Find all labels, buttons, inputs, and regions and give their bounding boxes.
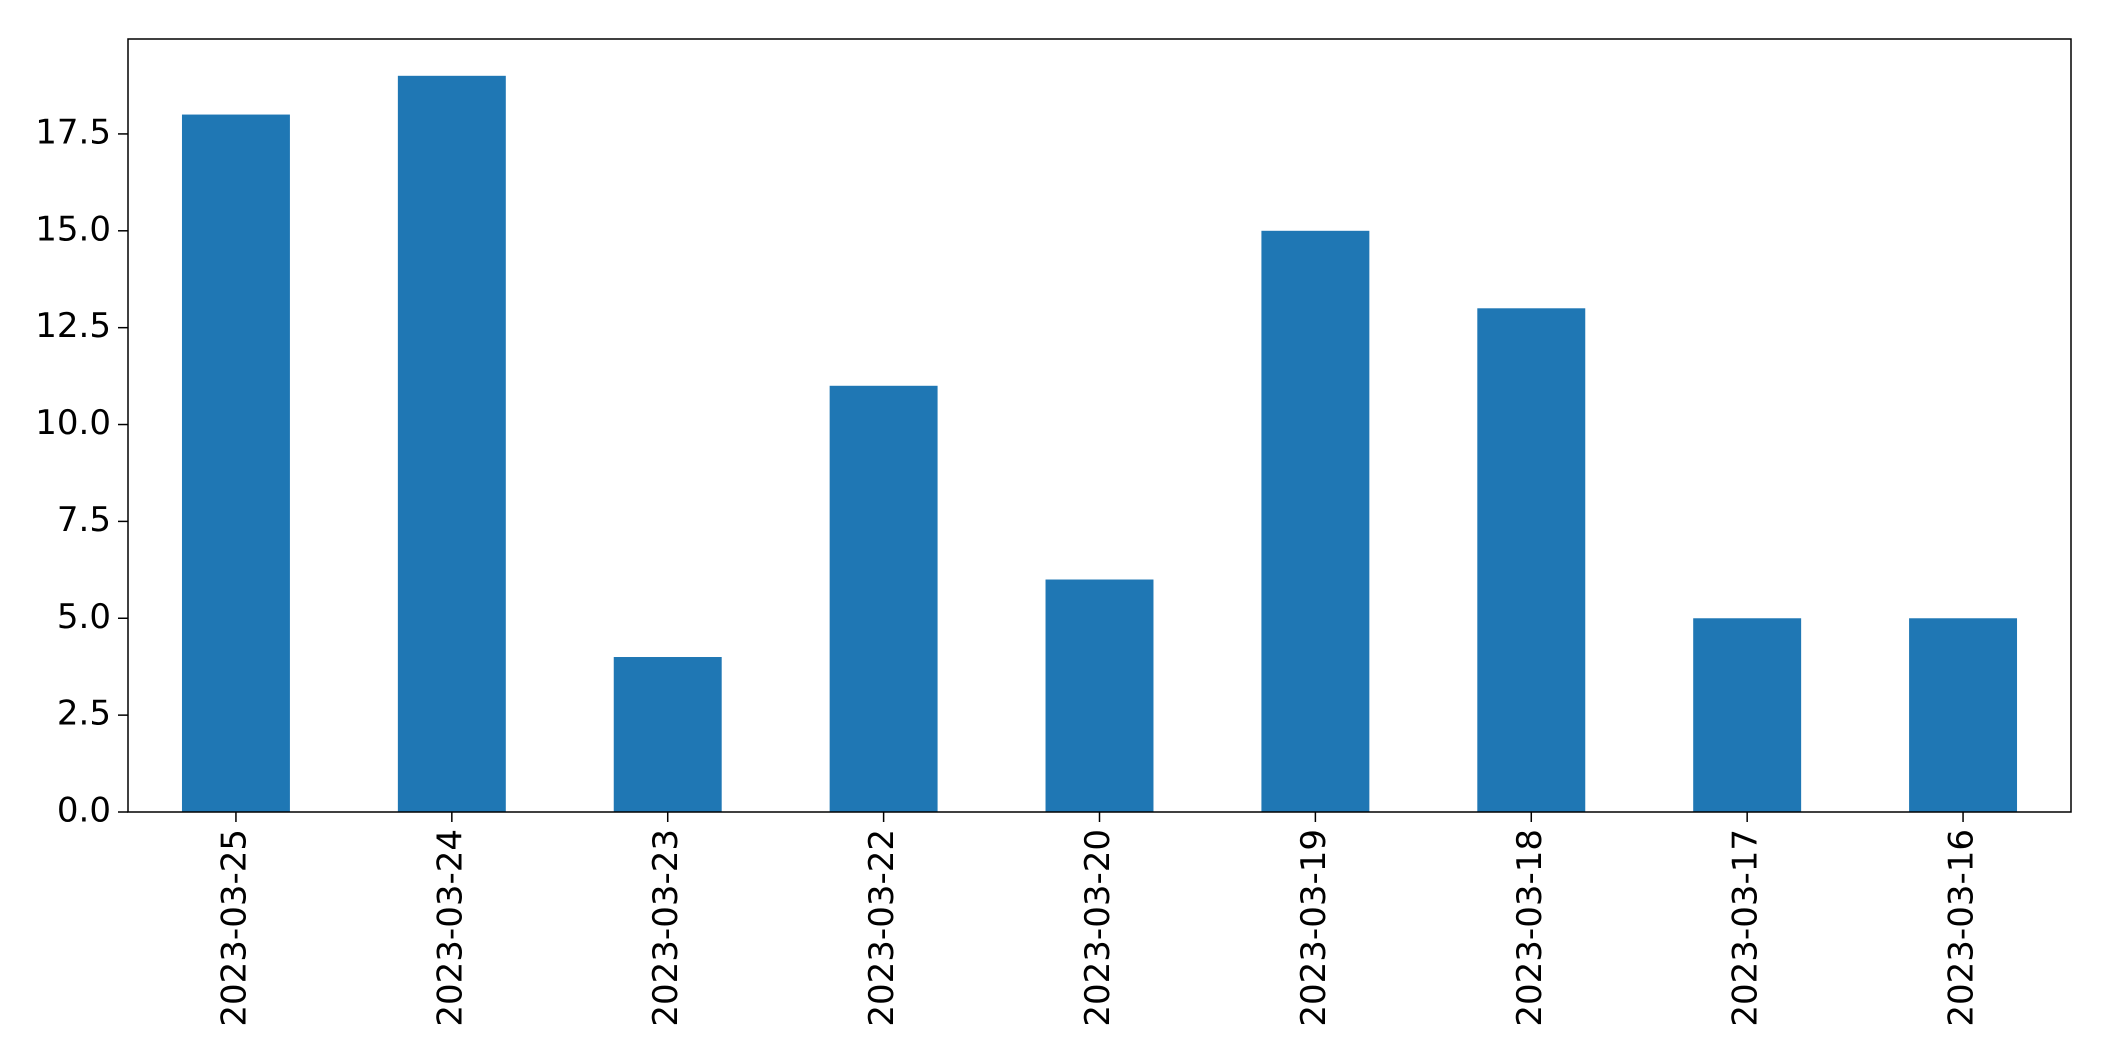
x-tick-label: 2023-03-19 — [1294, 829, 1334, 1027]
x-tick-label: 2023-03-16 — [1942, 829, 1982, 1027]
x-tick-label: 2023-03-24 — [430, 829, 470, 1027]
y-tick-label: 5.0 — [57, 597, 111, 637]
y-tick-label: 17.5 — [35, 112, 111, 152]
bars-group — [181, 75, 2018, 813]
bar-2023-03-22 — [829, 385, 938, 812]
bar-2023-03-20 — [1045, 579, 1154, 812]
plot-frame — [127, 38, 2072, 813]
y-axis: 0.0 2.5 5.0 7.5 10.0 12.5 15.0 17.5 — [35, 112, 128, 831]
y-tick-label: 0.0 — [57, 791, 111, 831]
bar-2023-03-18 — [1477, 308, 1586, 812]
x-tick-label: 2023-03-17 — [1726, 829, 1766, 1027]
x-axis: 2023-03-25 2023-03-24 2023-03-23 2023-03-22… — [214, 812, 1982, 1027]
x-tick-label: 2023-03-25 — [214, 829, 254, 1027]
y-tick-label: 15.0 — [35, 209, 111, 249]
x-tick-label: 2023-03-18 — [1510, 829, 1550, 1027]
x-tick-label: 2023-03-22 — [862, 829, 902, 1027]
y-tick-label: 2.5 — [57, 694, 111, 734]
bar-2023-03-23 — [613, 657, 722, 812]
y-tick-label: 12.5 — [35, 306, 111, 346]
bar-2023-03-25 — [181, 114, 290, 812]
bar-2023-03-17 — [1693, 618, 1802, 812]
bar-2023-03-19 — [1261, 230, 1370, 812]
y-tick-label: 10.0 — [35, 403, 111, 443]
bar-2023-03-24 — [397, 75, 506, 813]
x-tick-label: 2023-03-23 — [646, 829, 686, 1027]
bar-2023-03-16 — [1909, 618, 2018, 812]
y-tick-label: 7.5 — [57, 500, 111, 540]
x-tick-label: 2023-03-20 — [1078, 829, 1118, 1027]
